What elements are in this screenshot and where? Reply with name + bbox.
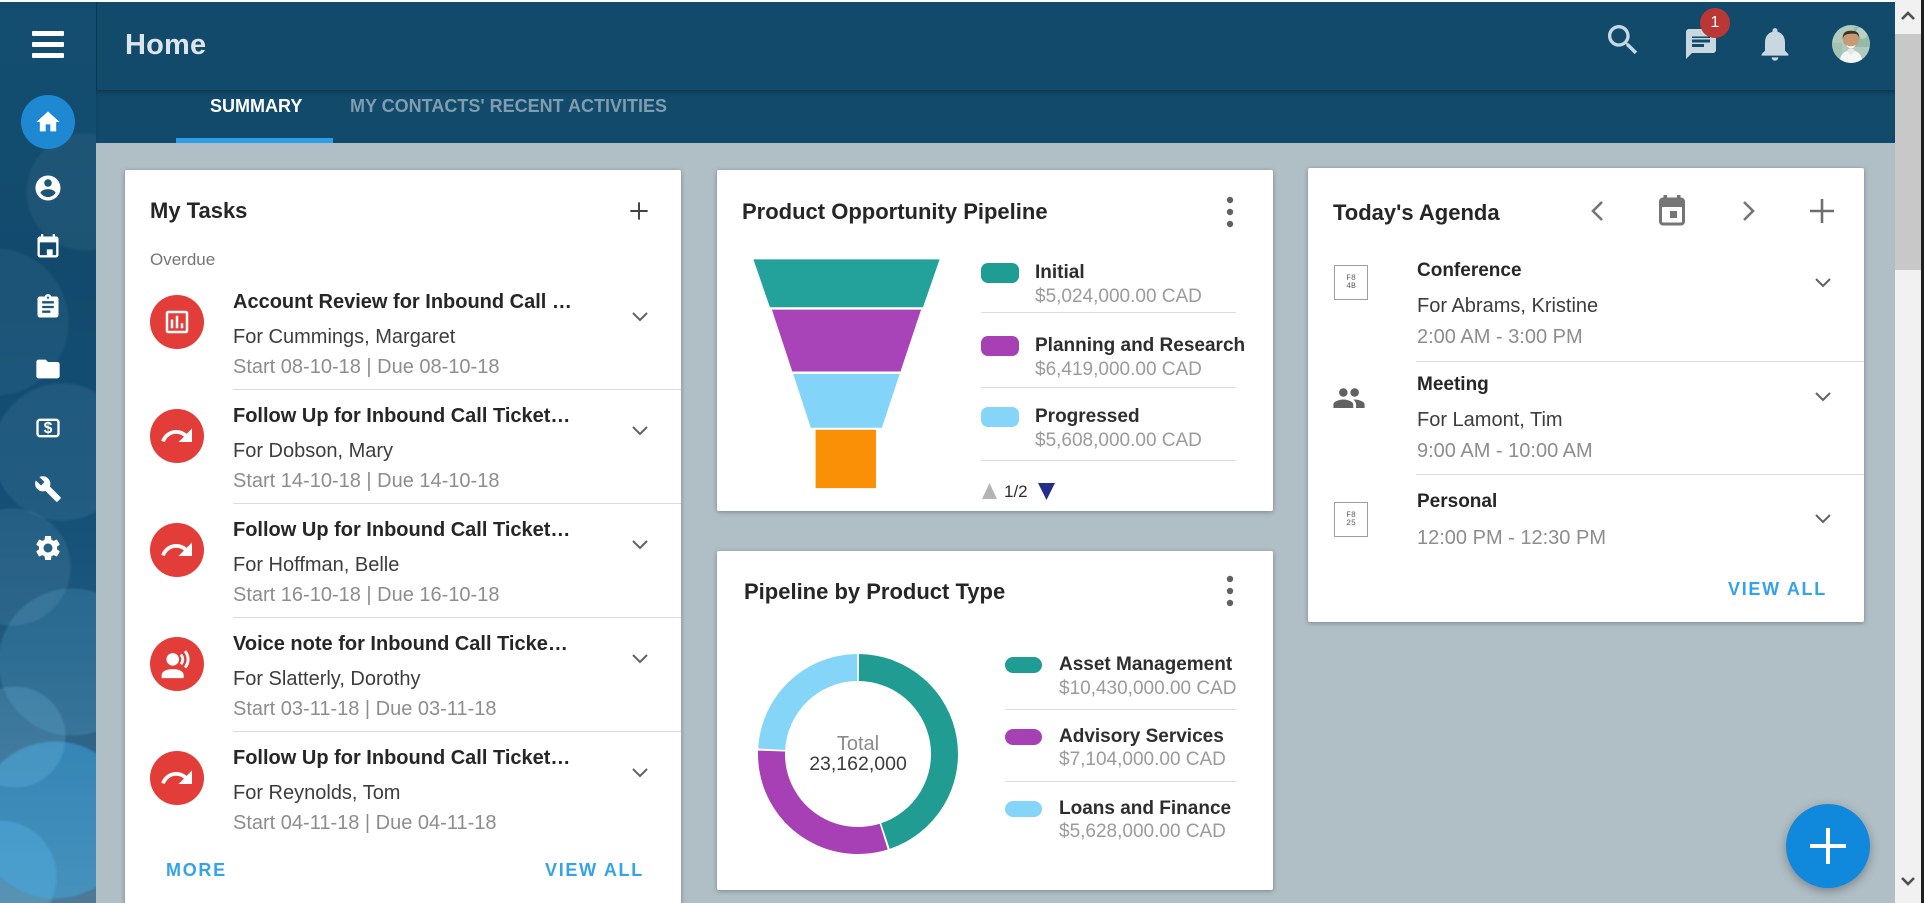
svg-text:1/2: 1/2 (1004, 482, 1028, 501)
svg-text:$: $ (44, 420, 53, 437)
